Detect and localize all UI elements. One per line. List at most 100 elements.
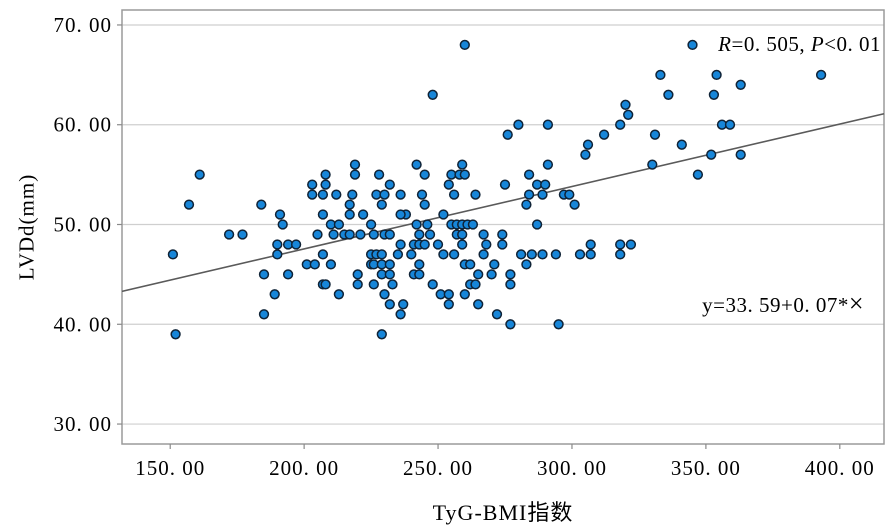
data-point [357, 209, 369, 220]
data-point [419, 239, 430, 250]
data-point [256, 199, 267, 210]
data-point [183, 199, 195, 210]
data-point [344, 199, 355, 210]
data-point [325, 259, 337, 270]
data-point [582, 139, 594, 150]
data-point [489, 259, 500, 270]
data-point [376, 249, 387, 260]
data-point [521, 199, 532, 210]
data-point [625, 239, 637, 250]
data-point [317, 209, 329, 220]
data-point [473, 299, 484, 310]
data-point [365, 219, 377, 230]
data-point [526, 249, 537, 260]
data-point [320, 169, 331, 180]
data-point [735, 79, 746, 90]
regression-equation: y=33. 59+0. 07*× [702, 291, 864, 318]
data-point [309, 259, 320, 270]
plot-frame [121, 9, 885, 445]
data-point [317, 189, 329, 200]
data-point [424, 229, 436, 240]
data-point [448, 249, 460, 260]
data-point [708, 89, 720, 100]
data-point [384, 299, 395, 310]
data-point [735, 149, 746, 160]
data-point [531, 219, 543, 230]
data-point [352, 269, 363, 280]
data-point [272, 249, 283, 260]
data-point [465, 259, 476, 270]
y-axis-title: LVDd(mm) [14, 173, 39, 281]
data-point [331, 189, 342, 200]
data-point [194, 169, 205, 180]
data-point [692, 169, 704, 180]
data-point [585, 239, 596, 250]
x-axis-title: TyG-BMI指数 [432, 500, 574, 525]
data-point [320, 279, 331, 290]
data-point [395, 209, 406, 220]
data-point [502, 129, 513, 140]
data-point [724, 119, 736, 130]
data-point [282, 269, 294, 280]
data-point [598, 129, 610, 140]
data-point [392, 249, 404, 260]
data-point [676, 139, 687, 150]
data-point [333, 289, 345, 300]
data-point [258, 269, 270, 280]
data-point [542, 159, 554, 170]
y-tick-label: 70. 00 [54, 13, 113, 37]
data-point [497, 229, 508, 240]
data-point [384, 259, 395, 270]
r-symbol: R [718, 32, 732, 56]
data-point [706, 149, 717, 160]
data-point [170, 329, 181, 340]
data-point [459, 169, 470, 180]
data-point [384, 229, 395, 240]
data-point [478, 229, 489, 240]
data-point [167, 249, 179, 260]
data-point [347, 189, 358, 200]
data-point [312, 229, 323, 240]
data-point [416, 189, 428, 200]
data-point [414, 269, 425, 280]
data-point [569, 199, 580, 210]
data-point [320, 179, 331, 190]
data-point [290, 239, 302, 250]
data-point [376, 199, 387, 210]
data-point [379, 289, 390, 300]
p-value: <0. 01 [824, 32, 881, 56]
data-point [269, 289, 280, 300]
data-point [467, 219, 479, 230]
x-tick-label: 200. 00 [269, 456, 339, 480]
data-point [427, 89, 438, 100]
data-point [414, 229, 425, 240]
data-point [457, 229, 468, 240]
r-value: =0. 505, [731, 32, 811, 56]
y-tick-label: 50. 00 [54, 213, 113, 237]
data-point [515, 249, 527, 260]
data-point [459, 39, 470, 51]
data-point [258, 309, 270, 320]
data-point [649, 129, 661, 140]
data-point [663, 89, 674, 100]
data-point [349, 169, 361, 180]
data-point [615, 119, 626, 130]
correlation-annotation: R=0. 505, P<0. 01 [718, 32, 881, 57]
data-point [274, 209, 286, 220]
data-point [368, 229, 379, 240]
data-point [395, 239, 406, 250]
data-point [523, 169, 535, 180]
x-tick-label: 150. 00 [135, 456, 205, 480]
y-tick-label: 40. 00 [54, 312, 113, 336]
data-point [815, 69, 827, 81]
x-tick-label: 250. 00 [403, 456, 473, 480]
data-point [615, 249, 626, 260]
data-point [457, 239, 468, 250]
data-point [368, 279, 379, 290]
data-point [272, 239, 283, 250]
data-point [497, 239, 508, 250]
data-point [438, 249, 449, 260]
data-point [422, 219, 433, 230]
